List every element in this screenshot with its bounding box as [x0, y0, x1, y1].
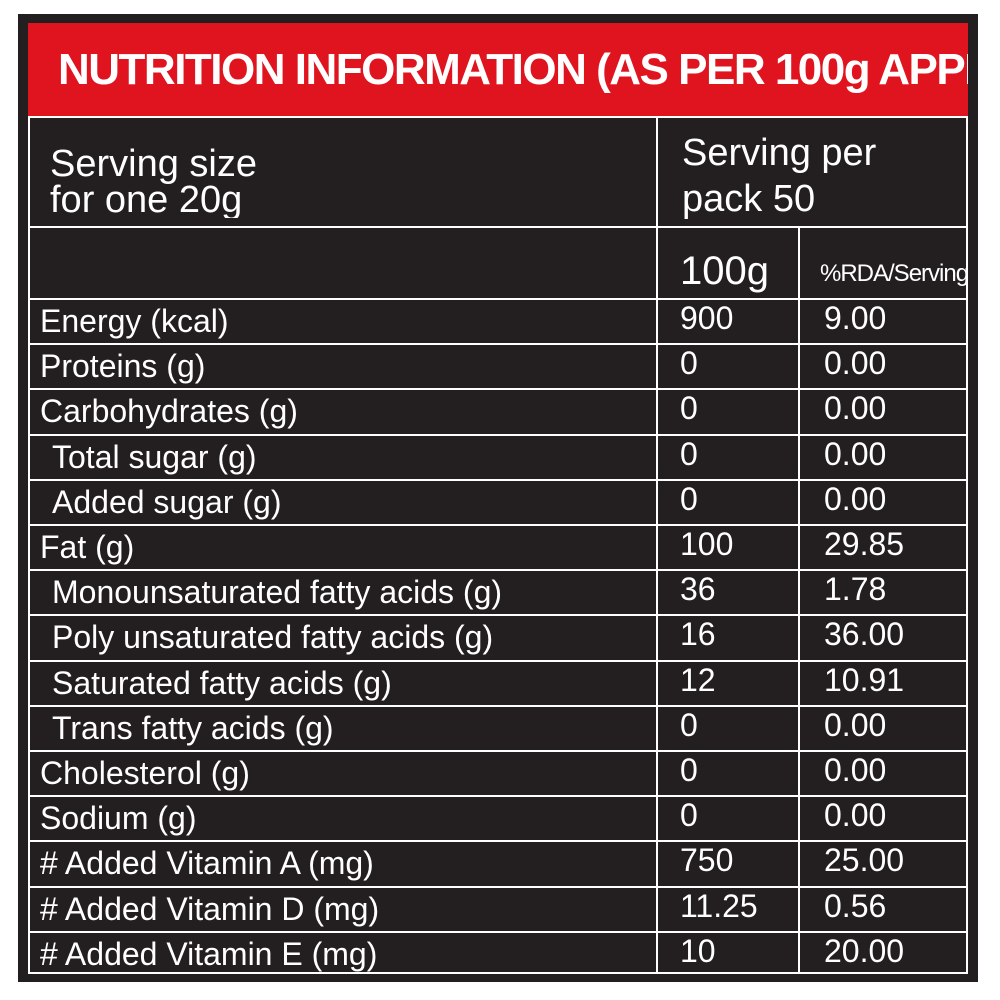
nutrition-label: NUTRITION INFORMATION (AS PER 100g APPRO… [18, 14, 978, 982]
row-divider [30, 388, 966, 390]
rda-serving-value: 20.00 [824, 933, 905, 969]
serving-per-line1: Serving per [682, 132, 877, 174]
per-100g-value: 0 [680, 345, 698, 381]
nutrient-name: Fat (g) [40, 529, 135, 565]
nutrition-table: Serving size for one 20g Serving per pac… [28, 116, 968, 974]
rda-serving-value: 0.00 [824, 345, 887, 381]
nutrient-name: Added sugar (g) [52, 484, 282, 520]
nutrient-name: Poly unsaturated fatty acids (g) [52, 619, 494, 655]
rda-serving-value: 0.00 [824, 797, 887, 833]
nutrient-name: # Added Vitamin A (mg) [40, 845, 374, 881]
serving-per-pack-label: Serving per pack 50 [682, 130, 876, 222]
rda-serving-value: 0.00 [824, 390, 887, 426]
nutrient-name: Energy (kcal) [40, 303, 229, 339]
rda-serving-value: 1.78 [824, 571, 887, 607]
subheader-divider [30, 298, 966, 300]
rda-serving-value: 36.00 [824, 616, 905, 652]
row-divider [30, 614, 966, 616]
serving-size-label: Serving size for one 20g [50, 146, 257, 218]
header-divider [30, 226, 966, 228]
per-100g-value: 900 [680, 300, 734, 336]
rda-serving-value: 0.00 [824, 707, 887, 743]
per-100g-value: 0 [680, 752, 698, 788]
nutrient-name: Total sugar (g) [52, 439, 257, 475]
rda-serving-value: 10.91 [824, 662, 905, 698]
per-100g-value: 11.25 [680, 888, 758, 924]
row-divider [30, 660, 966, 662]
nutrient-name: Carbohydrates (g) [40, 393, 298, 429]
per-100g-value: 0 [680, 707, 698, 743]
nutrient-name: Proteins (g) [40, 348, 206, 384]
column-header-100g: 100g [680, 249, 769, 293]
nutrient-name: # Added Vitamin E (mg) [40, 936, 378, 972]
per-100g-value: 12 [680, 662, 716, 698]
rda-serving-value: 9.00 [824, 300, 887, 336]
rda-serving-value: 0.00 [824, 752, 887, 788]
rda-serving-value: 29.85 [824, 526, 905, 562]
rda-serving-value: 0.00 [824, 481, 887, 517]
row-divider [30, 434, 966, 436]
row-divider [30, 705, 966, 707]
per-100g-value: 750 [680, 842, 734, 878]
nutrient-name: Cholesterol (g) [40, 755, 250, 791]
per-100g-value: 100 [680, 526, 734, 562]
nutrient-name: Monounsaturated fatty acids (g) [52, 574, 503, 610]
per-100g-value: 0 [680, 481, 698, 517]
column-divider [798, 226, 800, 972]
serving-size-line1: Serving size [50, 146, 257, 185]
rda-serving-value: 0.00 [824, 436, 887, 472]
nutrient-name: Saturated fatty acids (g) [52, 665, 392, 701]
row-divider [30, 795, 966, 797]
serving-per-line2: pack 50 [682, 178, 816, 220]
row-divider [30, 479, 966, 481]
row-divider [30, 886, 966, 888]
row-divider [30, 343, 966, 345]
row-divider [30, 840, 966, 842]
per-100g-value: 16 [680, 616, 716, 652]
column-divider [656, 118, 658, 972]
per-100g-value: 0 [680, 436, 698, 472]
row-divider [30, 750, 966, 752]
serving-size-line2: for one 20g [50, 179, 243, 218]
per-100g-value: 0 [680, 390, 698, 426]
rda-serving-value: 0.56 [824, 888, 887, 924]
nutrient-name: Sodium (g) [40, 800, 197, 836]
row-divider [30, 524, 966, 526]
row-divider [30, 569, 966, 571]
nutrient-name: Trans fatty acids (g) [52, 710, 334, 746]
rda-serving-value: 25.00 [824, 842, 905, 878]
per-100g-value: 36 [680, 571, 716, 607]
per-100g-value: 0 [680, 797, 698, 833]
nutrition-title: NUTRITION INFORMATION (AS PER 100g APPRO… [28, 23, 968, 116]
column-header-rda-serving: %RDA/Serving [820, 260, 969, 287]
row-divider [30, 931, 966, 933]
per-100g-value: 10 [680, 933, 716, 969]
nutrient-name: # Added Vitamin D (mg) [40, 891, 380, 927]
